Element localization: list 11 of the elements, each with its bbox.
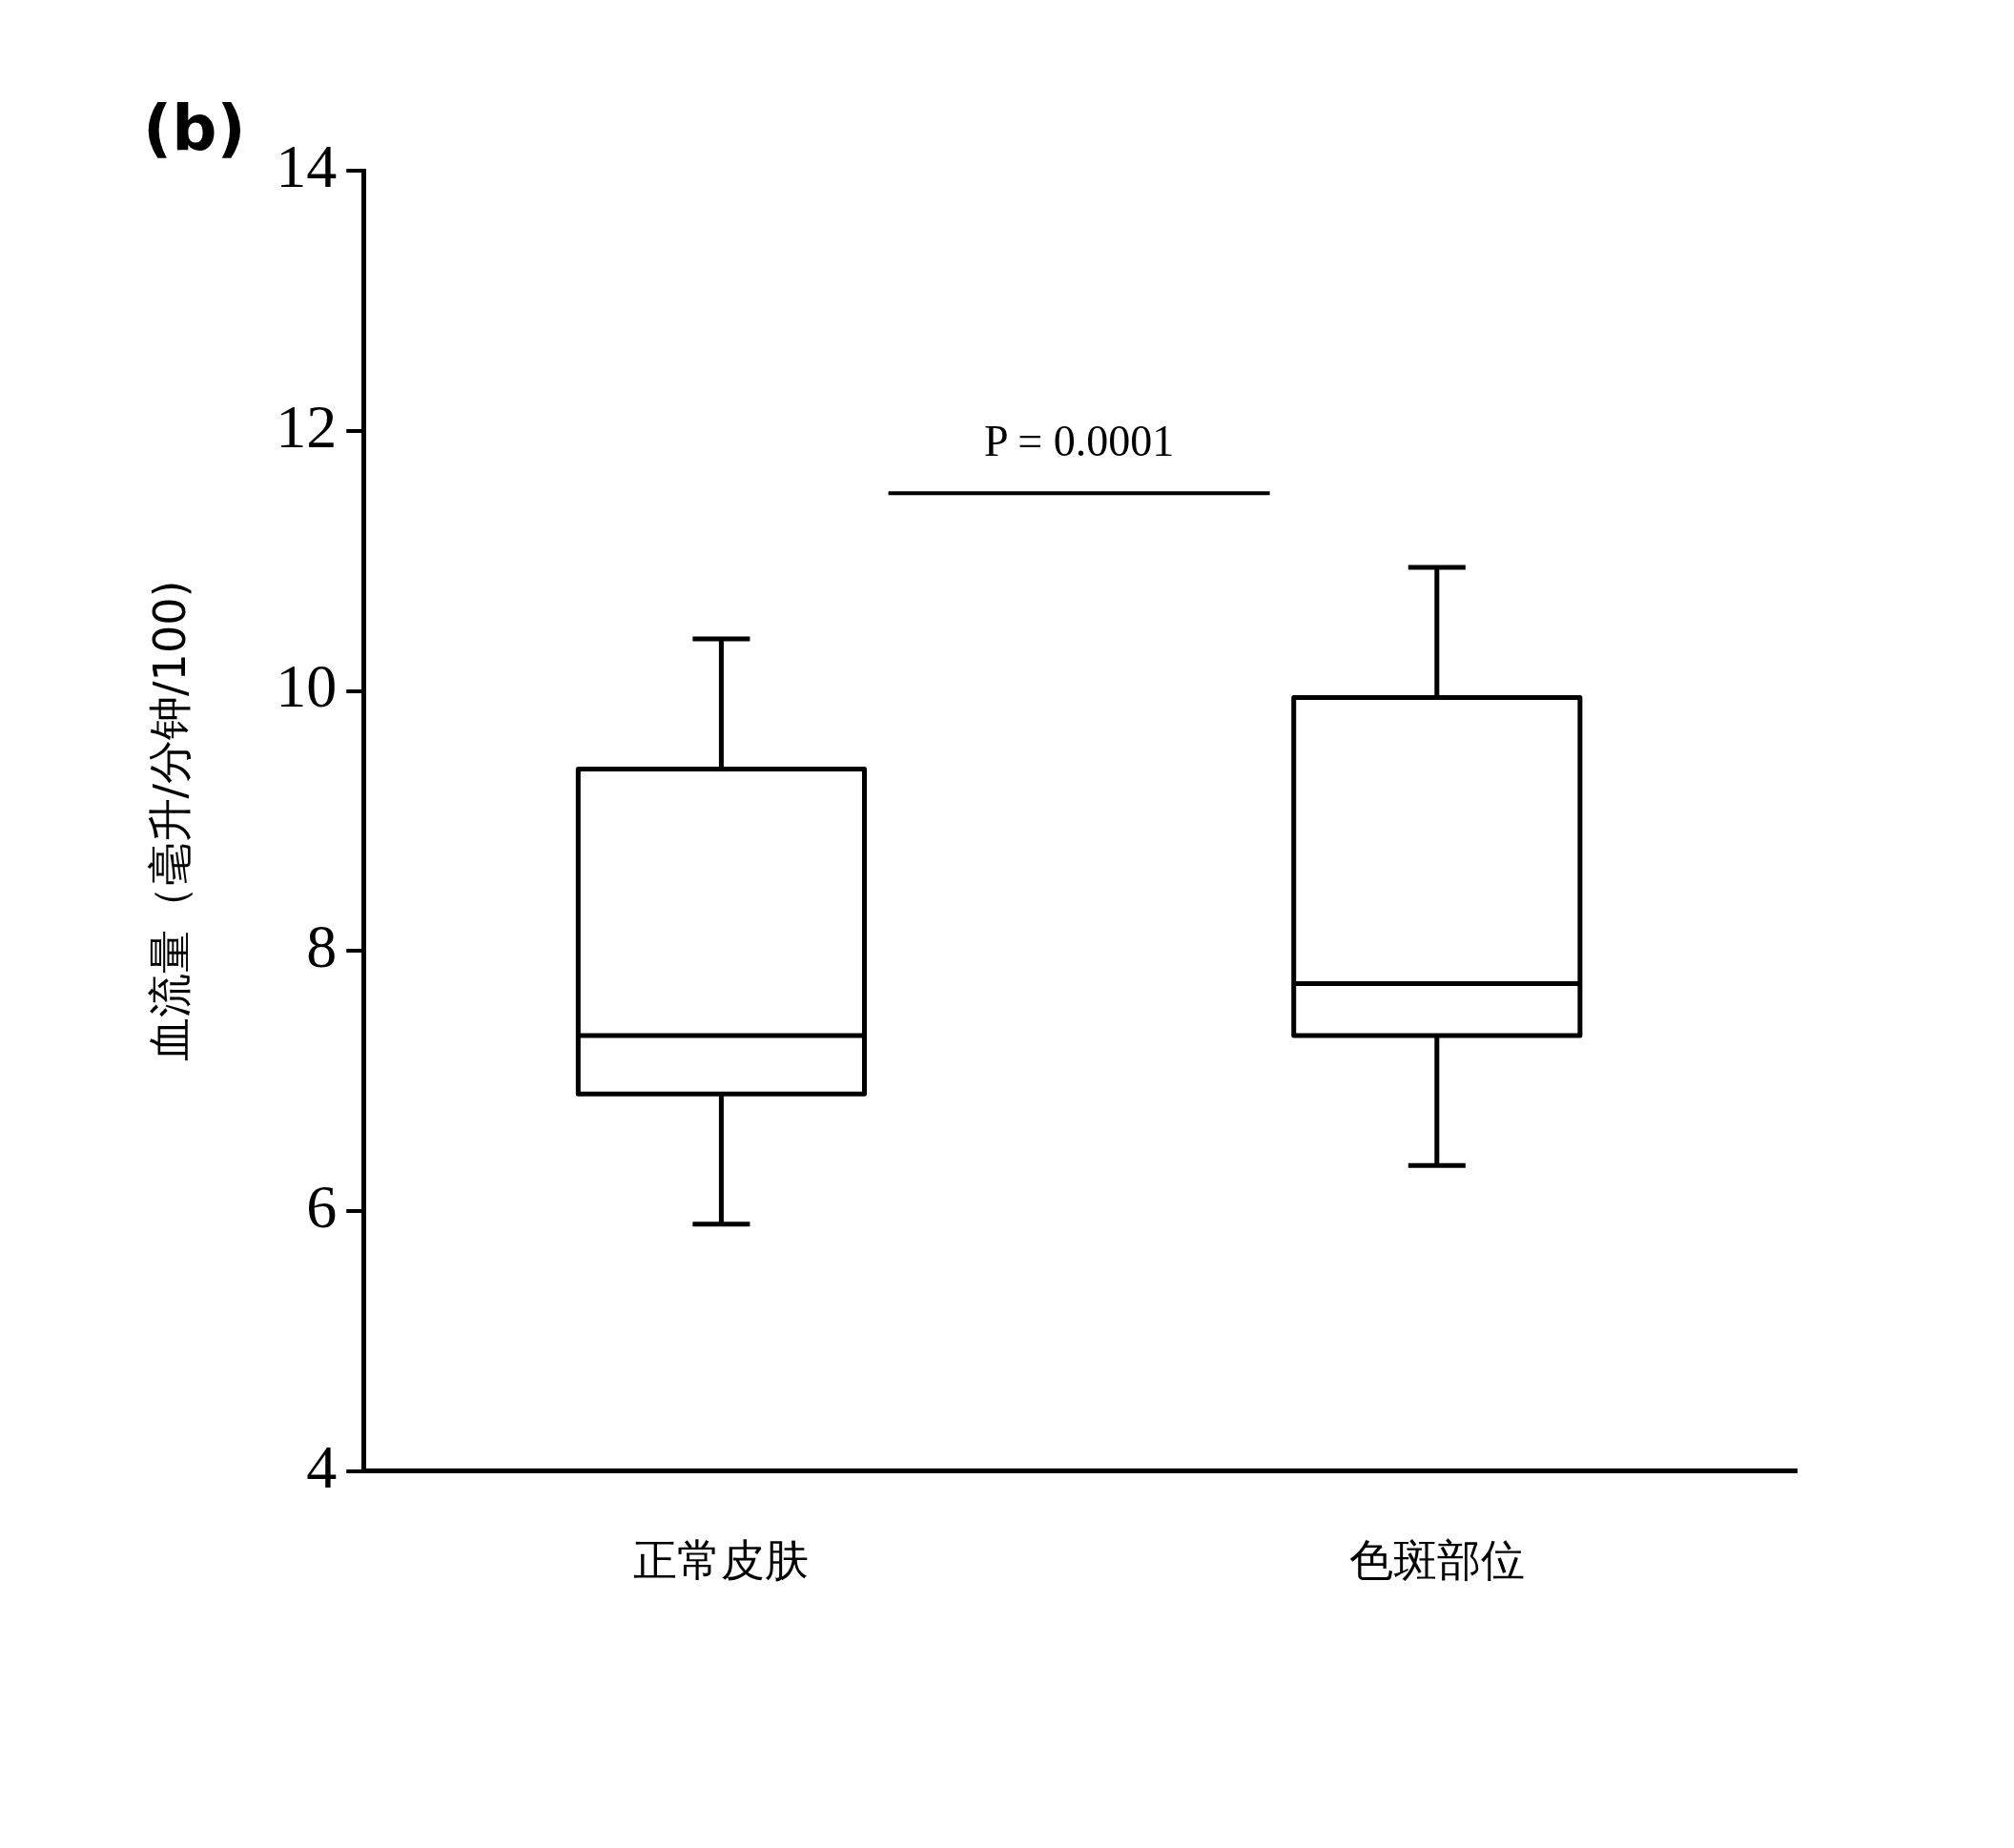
y-tick-label: 12 [276, 392, 338, 461]
x-tick-label: 正常皮肤 [633, 1534, 810, 1587]
y-tick-label: 6 [306, 1172, 338, 1241]
annotation: P = 0.0001 [983, 417, 1175, 466]
chart-title: (b) [143, 91, 246, 165]
y-tick-label: 8 [306, 913, 338, 981]
y-axis-title: 血流量（毫升/分钟/100) [143, 580, 195, 1062]
x-tick-label: 色斑部位 [1348, 1534, 1525, 1587]
y-tick-label: 14 [276, 133, 338, 201]
y-tick-label: 10 [276, 652, 338, 721]
y-tick-label: 4 [306, 1432, 338, 1501]
